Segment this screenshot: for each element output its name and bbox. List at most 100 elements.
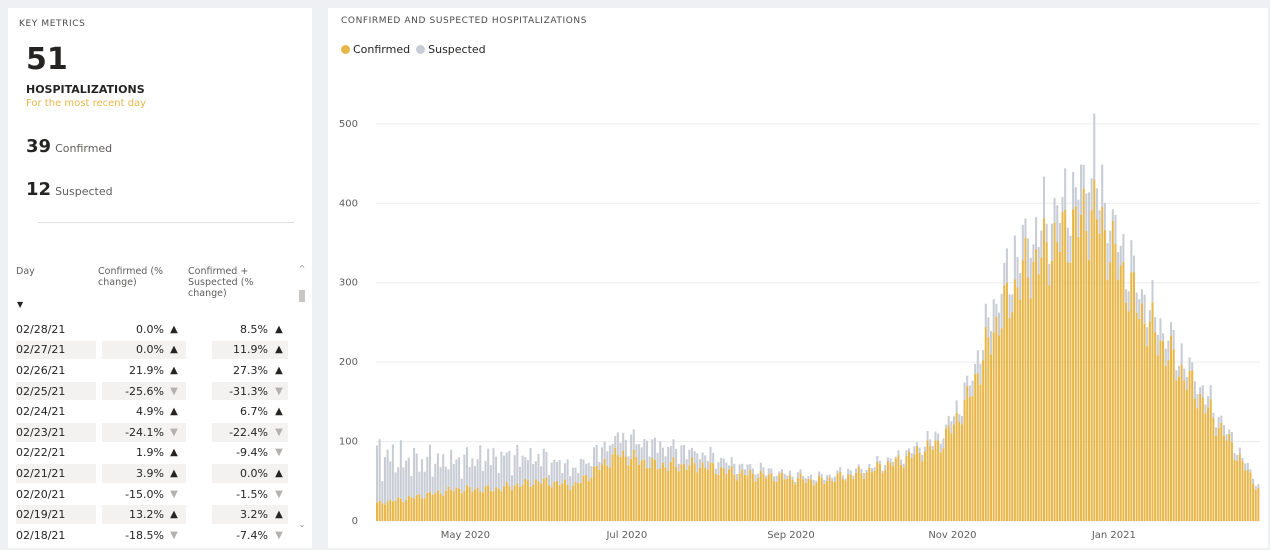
bar-confirmed (413, 498, 416, 521)
bar-confirmed (934, 440, 937, 521)
column-header-confirmed-suspected-change[interactable]: Confirmed + Suspected (% change) (188, 266, 254, 299)
table-row[interactable]: 02/24/21 4.9% ▲ 6.7% ▲ (8, 401, 298, 422)
bar-confirmed (510, 489, 514, 521)
bar-confirmed (730, 466, 733, 521)
bar-confirmed (1074, 206, 1077, 522)
bar-confirmed (1005, 282, 1008, 521)
chevron-up-icon[interactable]: ^ (298, 264, 306, 273)
bar-confirmed (638, 464, 641, 521)
table-row[interactable]: 02/28/21 0.0% ▲ 8.5% ▲ (8, 319, 298, 340)
bar-confirmed (436, 490, 439, 521)
bar-suspected (442, 454, 445, 496)
bar-suspected (460, 478, 463, 494)
bar-suspected (1021, 224, 1024, 261)
bar-confirmed (664, 467, 667, 521)
bar-confirmed (648, 467, 651, 521)
bar-suspected (913, 446, 916, 455)
bar-confirmed (733, 474, 736, 521)
bar-confirmed (743, 475, 746, 521)
table-row[interactable]: 02/25/21 -25.6% ▼ -31.3% ▼ (8, 381, 298, 402)
bar-suspected (603, 441, 606, 459)
bar-suspected (1164, 348, 1167, 366)
bar-confirmed (444, 490, 447, 521)
scrollbar-thumb[interactable] (299, 290, 305, 302)
table-row[interactable]: 02/20/21 -15.0% ▼ -1.5% ▼ (8, 484, 298, 505)
legend-item-suspected[interactable]: Suspected (416, 43, 486, 56)
bar-suspected (574, 467, 577, 482)
bar-confirmed (606, 465, 609, 521)
bar-confirmed (1106, 279, 1109, 521)
bar-suspected (545, 451, 548, 478)
legend-dot-suspected (416, 45, 426, 54)
table-row[interactable]: 02/22/21 1.9% ▲ -9.4% ▼ (8, 443, 298, 464)
bar-suspected (606, 451, 609, 466)
table-row[interactable]: 02/18/21 -18.5% ▼ -7.4% ▼ (8, 525, 298, 546)
suspected-kpi-label: Suspected (55, 185, 113, 198)
bar-suspected (1191, 362, 1194, 371)
bar-confirmed (532, 484, 535, 521)
bar-suspected (587, 462, 590, 482)
bar-suspected (810, 474, 813, 480)
bar-suspected (1098, 210, 1101, 234)
bar-confirmed (423, 498, 426, 521)
row-shading (102, 422, 186, 442)
bar-confirmed (1111, 220, 1114, 521)
bar-confirmed (1204, 413, 1207, 521)
bar-confirmed (894, 458, 897, 521)
bar-suspected (783, 473, 786, 480)
cell-confirmed-change: 0.0% (136, 322, 164, 336)
bar-suspected (836, 470, 839, 474)
bar-confirmed (386, 501, 389, 521)
bar-confirmed (788, 475, 791, 521)
bar-confirmed (1167, 360, 1170, 521)
bar-confirmed (632, 449, 635, 521)
y-tick-label: 0 (352, 516, 358, 527)
bar-suspected (402, 467, 405, 503)
table-row[interactable]: 02/27/21 0.0% ▲ 11.9% ▲ (8, 340, 298, 361)
bar-confirmed (886, 461, 889, 521)
chevron-down-icon[interactable]: ⌄ (298, 520, 306, 529)
bar-suspected (860, 468, 863, 474)
bar-confirmed (741, 469, 744, 521)
bar-suspected (1222, 425, 1225, 436)
bar-suspected (378, 439, 381, 501)
bar-suspected (720, 457, 723, 468)
column-header-day[interactable]: Day (16, 266, 35, 277)
bar-confirmed (590, 477, 593, 521)
table-scrollbar[interactable]: ^ ⌄ (297, 264, 307, 544)
bar-suspected (1244, 463, 1247, 471)
bar-suspected (643, 439, 646, 460)
bar-suspected (1090, 178, 1093, 211)
bar-confirmed (735, 480, 738, 521)
bar-suspected (1127, 291, 1130, 312)
bar-confirmed (971, 396, 974, 521)
table-row[interactable]: 02/26/21 21.9% ▲ 27.3% ▲ (8, 360, 298, 381)
legend-item-confirmed[interactable]: Confirmed (341, 43, 410, 56)
bar-confirmed (873, 470, 876, 521)
bar-confirmed (870, 472, 873, 521)
bar-confirmed (505, 481, 508, 521)
bar-suspected (664, 456, 667, 468)
bar-confirmed (611, 454, 614, 521)
bar-suspected (1188, 357, 1191, 371)
bar-suspected (651, 439, 654, 458)
bar-confirmed (725, 473, 728, 521)
row-shading (102, 340, 186, 360)
triangle-up-icon: ▲ (170, 509, 178, 521)
bar-confirmed (963, 399, 966, 521)
bar-suspected (1151, 280, 1154, 303)
table-row[interactable]: 02/19/21 13.2% ▲ 3.2% ▲ (8, 504, 298, 525)
table-row[interactable]: 02/21/21 3.9% ▲ 0.0% ▲ (8, 463, 298, 484)
bar-suspected (399, 440, 402, 499)
table-row[interactable]: 02/23/21 -24.1% ▼ -22.4% ▼ (8, 422, 298, 443)
bar-confirmed (780, 472, 783, 521)
column-header-confirmed-change[interactable]: Confirmed (% change) (98, 266, 164, 288)
bar-suspected (423, 471, 426, 499)
bar-confirmed (378, 500, 381, 521)
bar-confirmed (1000, 328, 1003, 521)
sort-descending-icon[interactable]: ▼ (17, 300, 24, 309)
bar-suspected (582, 459, 585, 476)
bar-suspected (495, 456, 498, 488)
bar-suspected (450, 449, 453, 491)
bar-suspected (487, 448, 490, 486)
